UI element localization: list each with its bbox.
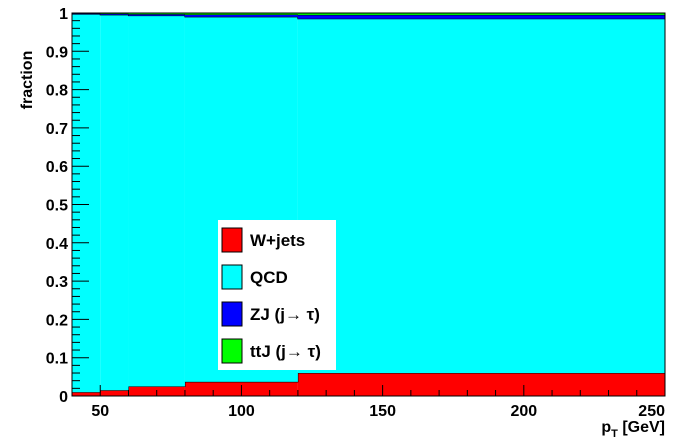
legend-swatch <box>221 301 243 327</box>
legend-label: QCD <box>250 268 288 287</box>
y-axis-title: fraction <box>19 51 36 110</box>
y-tick-label: 1 <box>59 6 68 23</box>
y-tick-label: 0.2 <box>46 312 68 329</box>
y-tick-label: 0.3 <box>46 274 68 291</box>
bar-3-bin-5 <box>297 14 665 19</box>
x-tick-label: 200 <box>510 403 537 420</box>
legend-swatch <box>221 227 243 253</box>
y-tick-label: 0 <box>59 389 68 406</box>
bar-1-bin-1 <box>72 392 101 396</box>
legend-label: W+jets <box>250 231 305 250</box>
bar-1-bin-2 <box>100 390 129 396</box>
bar-1-bin-5 <box>297 373 665 396</box>
y-tick-label: 0.7 <box>46 121 68 138</box>
y-tick-label: 0.8 <box>46 83 68 100</box>
bar-2-bin-5 <box>297 18 665 374</box>
legend: W+jets QCD ZJ (j→ τ) ttJ (j→ τ) <box>218 220 336 370</box>
y-tick-label: 0.5 <box>46 198 68 215</box>
x-tick-label: 150 <box>369 403 396 420</box>
bar-2-bin-2 <box>100 14 129 391</box>
bar-3-bin-2 <box>100 13 129 15</box>
bar-2-bin-3 <box>128 15 185 387</box>
bar-4-bin-5 <box>297 13 665 15</box>
bar-3-bin-3 <box>128 14 185 16</box>
x-tick-label: 50 <box>91 403 109 420</box>
x-tick-label: 250 <box>638 403 665 420</box>
legend-label: ttJ (j→ τ) <box>250 342 321 361</box>
y-tick-label: 0.6 <box>46 159 68 176</box>
bar-2-bin-1 <box>72 14 101 393</box>
legend-swatch <box>221 338 243 364</box>
stack-layer <box>72 12 665 396</box>
bar-3-bin-4 <box>184 14 298 17</box>
y-tick-label: 0.1 <box>46 351 68 368</box>
x-axis-title: pT [GeV] <box>601 419 665 440</box>
legend-swatch <box>221 264 243 290</box>
y-tick-label: 0.9 <box>46 44 68 61</box>
x-tick-label: 100 <box>228 403 255 420</box>
bar-4-bin-3 <box>128 13 185 15</box>
legend-label: ZJ (j→ τ) <box>250 305 320 324</box>
bar-4-bin-4 <box>184 13 298 15</box>
y-tick-label: 0.4 <box>46 236 68 253</box>
